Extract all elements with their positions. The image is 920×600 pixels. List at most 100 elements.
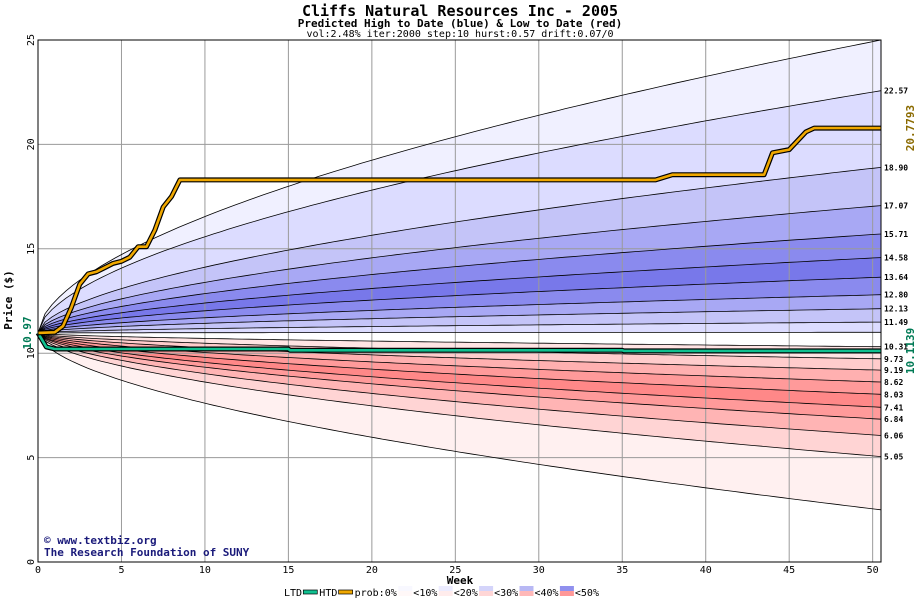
lower-boundary [37, 332, 882, 420]
upper-band-7 [38, 277, 881, 333]
band-end-label: 12.80 [884, 291, 908, 300]
band-end-label: 8.62 [884, 378, 903, 387]
y-tick-label: 5 [26, 455, 37, 461]
legend-swatch-upper [559, 586, 574, 591]
band-end-label: 15.71 [884, 230, 908, 239]
lower-band-9 [38, 332, 881, 457]
upper-outer-boundary [37, 39, 882, 334]
lower-boundary [37, 332, 882, 371]
x-axis-label: Week [447, 574, 474, 587]
upper-boundary [37, 167, 882, 334]
legend-swatch-lower [438, 591, 453, 596]
chart-subtitle: Predicted High to Date (blue) & Low to D… [298, 17, 623, 30]
copyright-icon: © [44, 534, 57, 547]
band-end-label: 8.03 [884, 390, 903, 399]
upper-boundary [37, 308, 882, 334]
y-tick-label: 10 [26, 347, 37, 359]
y-tick-label: 0 [26, 559, 37, 565]
lower-band-4 [38, 332, 881, 382]
watermark-org: The Research Foundation of SUNY [44, 546, 250, 559]
legend: LTD HTD prob:0% <10% <20% <30% <40% <50% [284, 586, 599, 599]
lower-boundary [37, 332, 882, 395]
upper-boundary [38, 331, 881, 334]
lower-boundary [37, 332, 882, 408]
legend-swatch-upper [398, 586, 413, 591]
series [35, 39, 882, 511]
band-labels: 22.57 18.90 17.07 15.71 14.58 13.64 12.80 12.13… [884, 87, 917, 462]
chart-title: Cliffs Natural Resources Inc - 2005 [302, 2, 618, 20]
upper-band-9 [38, 308, 881, 333]
y-tick-label: 25 [26, 34, 37, 46]
legend-swatch-upper [438, 586, 453, 591]
legend-item-label: <40% [535, 588, 559, 599]
x-tick-label: 20 [366, 565, 378, 576]
htd-line [37, 126, 881, 335]
x-tick-label: 0 [35, 565, 41, 576]
upper-band-2 [38, 90, 881, 333]
band-end-label: 10.31 [884, 343, 908, 352]
upper-boundary [37, 321, 881, 334]
band-end-label: 14.58 [884, 254, 908, 263]
ltd-line [36, 332, 881, 353]
upper-boundary [37, 205, 882, 334]
upper-band-1 [38, 40, 881, 333]
band-end-label: 11.49 [884, 318, 908, 327]
band-end-label: 6.84 [884, 415, 903, 424]
y-tick-label: 15 [26, 243, 37, 255]
legend-htd-label: HTD [319, 588, 337, 599]
upper-boundary [37, 276, 882, 334]
x-tick-label: 15 [282, 565, 294, 576]
legend-ltd-swatch [302, 589, 318, 595]
start-value-label: 10.97 [21, 316, 34, 349]
legend-item-label: <10% [413, 588, 437, 599]
band-end-label: 5.05 [884, 453, 903, 462]
x-tick-label: 50 [867, 565, 879, 576]
legend-item-label: <20% [454, 588, 478, 599]
x-tick-label: 10 [199, 565, 211, 576]
chart-params: vol:2.48% iter:2000 step:10 hurst:0.57 d… [306, 29, 613, 40]
lower-band-7 [38, 332, 881, 420]
lower-boundary [37, 332, 881, 348]
legend-swatch-lower [559, 591, 574, 596]
legend-swatch-lower [479, 591, 494, 596]
upper-boundary [37, 294, 882, 334]
legend-swatch-lower [398, 591, 413, 596]
plot-area [38, 40, 881, 562]
upper-band-4 [38, 205, 881, 333]
axes: 0 5 10 15 20 25 30 35 40 45 50 0 5 10 15 20 25 10.97 [21, 34, 882, 576]
upper-band-3 [38, 167, 881, 333]
x-tick-label: 40 [700, 565, 712, 576]
band-end-label: 13.64 [884, 273, 908, 282]
lower-band-8 [38, 332, 881, 436]
legend-item-label: <50% [575, 588, 599, 599]
band-end-label: 9.73 [884, 355, 903, 364]
watermark: © www.textbiz.org The Research Foundatio… [44, 534, 250, 559]
upper-band-8 [38, 294, 881, 333]
band-end-label: 7.41 [884, 403, 903, 412]
band-end-label: 12.13 [884, 305, 908, 314]
lower-boundary [37, 332, 882, 457]
legend-prob-label: prob:0% [355, 588, 397, 599]
band-end-label: 18.90 [884, 163, 908, 172]
x-tick-label: 35 [616, 565, 628, 576]
watermark-url: © www.textbiz.org [44, 534, 157, 547]
upper-band-10 [38, 322, 881, 333]
band-end-label: 9.19 [884, 366, 903, 375]
band-end-label: 17.07 [884, 202, 908, 211]
upper-boundary [37, 90, 882, 334]
band-end-label: 6.06 [884, 431, 903, 440]
legend-htd-swatch [338, 589, 353, 595]
lower-band-6 [38, 332, 881, 408]
plot-frame [37, 39, 882, 563]
lower-boundary [37, 332, 882, 511]
lower-band-5 [38, 332, 881, 395]
x-tick-label: 45 [783, 565, 795, 576]
x-tick-label: 5 [118, 565, 124, 576]
legend-item-label: <30% [494, 588, 518, 599]
legend-swatch-upper [479, 586, 494, 591]
y-tick-label: 20 [26, 138, 37, 150]
y-axis-label: Price ($) [2, 270, 15, 330]
lower-band-10 [38, 332, 881, 510]
lower-boundary [37, 332, 882, 436]
